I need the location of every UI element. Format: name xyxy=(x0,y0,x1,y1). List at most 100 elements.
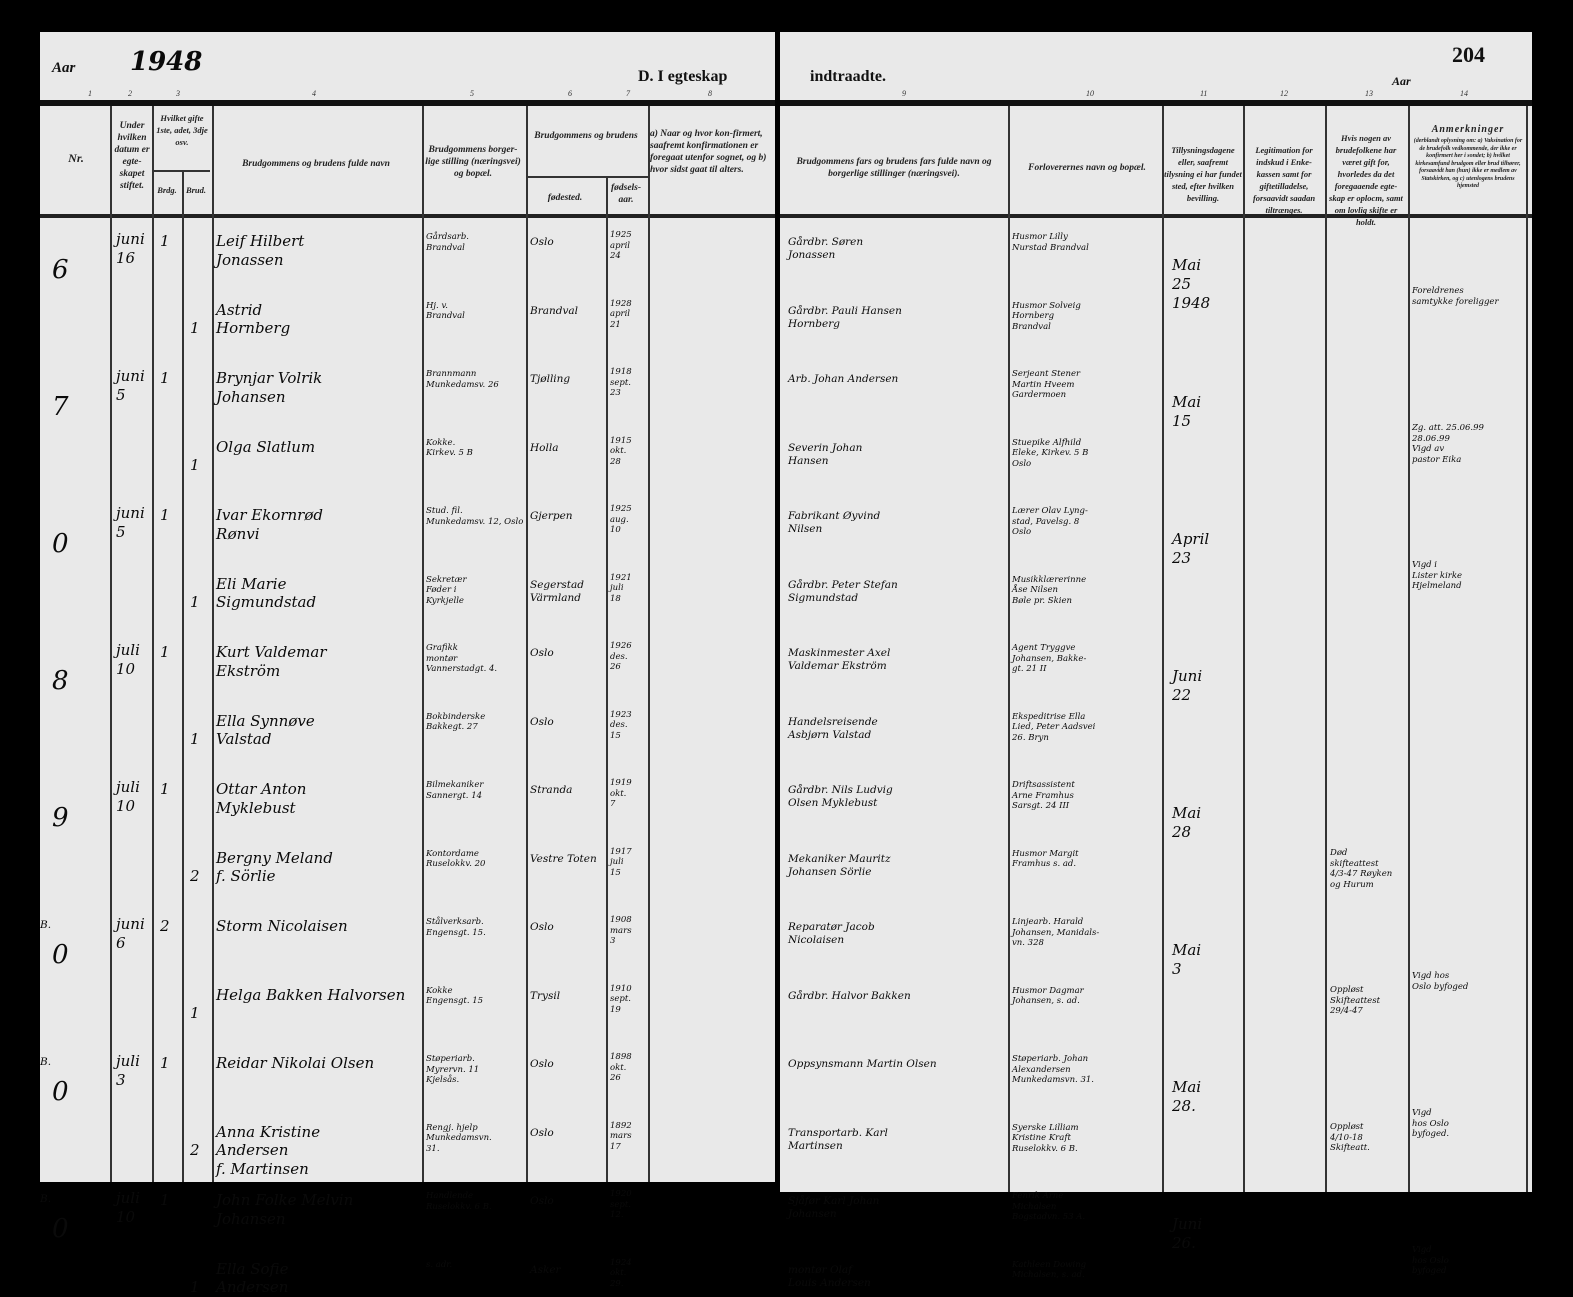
bride-marriage-count: 1 xyxy=(190,1278,200,1297)
groom-birth-date: 1898 okt. 26 xyxy=(610,1052,632,1084)
entry-number: 0 xyxy=(52,1076,69,1109)
previous-marriage: Oppløst Skifteattest 29/4-47 xyxy=(1330,985,1380,1017)
column-rule xyxy=(1526,106,1528,1192)
bride-witness: Husmor Solveig Hornberg Brandval xyxy=(1012,301,1081,333)
column-number: 5 xyxy=(470,89,474,98)
column-number: 3 xyxy=(176,89,180,98)
bride-birth-date: 1917 juli 15 xyxy=(610,847,632,879)
groom-occupation-residence: Grafikk montør Vannerstadgt. 4. xyxy=(426,643,497,675)
groom-marriage-count: 1 xyxy=(160,232,170,251)
header-rule xyxy=(526,176,648,178)
entry-number: 0 xyxy=(52,528,69,561)
groom-father: Gårdbr. Nils Ludvig Olsen Myklebust xyxy=(788,784,893,810)
banns-date: Mai 15 xyxy=(1172,393,1201,431)
groom-birthplace: Oslo xyxy=(530,1195,554,1208)
bride-witness: Husmor Margit Framhus s. ad. xyxy=(1012,849,1079,870)
column-number: 7 xyxy=(626,89,630,98)
column-number: 11 xyxy=(1200,89,1207,98)
bride-marriage-count: 1 xyxy=(190,593,200,612)
groom-marriage-count: 1 xyxy=(160,369,170,388)
previous-marriage: Oppløst 4/10-18 Skifteatt. xyxy=(1330,1122,1370,1154)
groom-marriage-count: 1 xyxy=(160,643,170,662)
entry-number: 8 xyxy=(52,665,69,698)
bride-marriage-count: 1 xyxy=(190,730,200,749)
groom-father: Sjåfør Karl Johan Johansen xyxy=(788,1195,879,1221)
remarks: Vigd hos Oslo byfoged xyxy=(1412,971,1468,992)
bride-name: Eli Marie Sigmundstad xyxy=(216,575,316,613)
bride-witness: Kathleen Dowing Michalsen, s. ad. xyxy=(1012,1260,1086,1281)
col-header-forlovere: Forloverernes navn og bopæl. xyxy=(1012,162,1162,174)
groom-witness: Linjearb. Harald Johansen, Manidals- vn.… xyxy=(1012,917,1099,949)
bride-father: Severin Johan Hansen xyxy=(788,442,862,468)
bride-occupation-residence: s. adr. xyxy=(426,1260,452,1271)
bride-marriage-count: 1 xyxy=(190,456,200,475)
entry-number: 6 xyxy=(52,254,69,287)
bride-father: montør Olaf Louis Andersen xyxy=(788,1264,871,1290)
bride-father: Mekaniker Mauritz Johansen Sörlie xyxy=(788,853,891,879)
entry-prefix: B. xyxy=(40,1193,51,1206)
groom-birthplace: Stranda xyxy=(530,784,572,797)
groom-birth-date: 1926 des. 26 xyxy=(610,641,632,673)
column-rule xyxy=(1408,106,1410,1192)
groom-marriage-count: 1 xyxy=(160,1054,170,1073)
banns-date: April 23 xyxy=(1172,530,1209,568)
bride-birthplace: Oslo xyxy=(530,716,554,729)
col-header-fodested: fødested. xyxy=(526,192,604,204)
col-header-anmerkninger: Anmerkninger xyxy=(1410,124,1526,136)
bride-occupation-residence: Kokke Engensgt. 15 xyxy=(426,986,483,1007)
bride-witness: Musikklærerinne Åse Nilsen Bøle pr. Skie… xyxy=(1012,575,1086,607)
bride-birthplace: Segerstad Värmland xyxy=(530,579,584,605)
groom-occupation-residence: Stud. fil. Munkedamsv. 12, Oslo xyxy=(426,506,523,527)
bride-father: Gårdbr. Peter Stefan Sigmundstad xyxy=(788,579,898,605)
aar-label-right: Aar xyxy=(1392,74,1411,89)
bride-birth-date: 1923 des. 15 xyxy=(610,710,632,742)
divider xyxy=(780,214,1532,218)
col-header-brud: Brud. xyxy=(182,184,210,196)
groom-witness: Driftsassistent Arne Framhus Sarsgt. 24 … xyxy=(1012,780,1075,812)
column-number: 8 xyxy=(708,89,712,98)
banns-date: Juni 26. xyxy=(1172,1215,1202,1253)
bride-name: Ella Synnøve Valstad xyxy=(216,712,315,750)
bride-marriage-count: 2 xyxy=(190,1141,200,1160)
groom-name: Ivar Ekornrød Rønvi xyxy=(216,506,323,544)
bride-occupation-residence: Bokbinderske Bakkegt. 27 xyxy=(426,712,485,733)
groom-occupation-residence: Gårdsarb. Brandval xyxy=(426,232,469,253)
bride-birthplace: Trysil xyxy=(530,990,560,1003)
year: 1948 xyxy=(130,46,202,79)
bride-occupation-residence: Kontordame Ruselokkv. 20 xyxy=(426,849,485,870)
bride-birth-date: 1915 okt. 28 xyxy=(610,436,632,468)
groom-name: Kurt Valdemar Ekström xyxy=(216,643,327,681)
column-number: 10 xyxy=(1086,89,1094,98)
bride-occupation-residence: Kokke. Kirkev. 5 B xyxy=(426,438,473,459)
banns-date: Juni 22 xyxy=(1172,667,1202,705)
groom-name: John Folke Melvin Johansen xyxy=(216,1191,353,1229)
bride-witness: Husmor Dagmar Johansen, s. ad. xyxy=(1012,986,1084,1007)
col-header-brdg: Brdg. xyxy=(152,184,182,196)
bride-birth-date: 1910 sept. 19 xyxy=(610,984,632,1016)
groom-birthplace: Oslo xyxy=(530,1058,554,1071)
marriage-date: juli 10 xyxy=(116,778,140,816)
column-number: 14 xyxy=(1460,89,1468,98)
bride-birthplace: Brandval xyxy=(530,305,578,318)
header-rule xyxy=(152,170,210,172)
col-header-tillysning: Tillysningsdagene eller, saafremt tilysn… xyxy=(1164,144,1242,204)
bride-name: Ella Sofie Andersen xyxy=(216,1260,288,1297)
groom-name: Brynjar Volrik Johansen xyxy=(216,369,322,407)
groom-occupation-residence: Støperiarb. Myrervn. 11 Kjelsås. xyxy=(426,1054,479,1086)
banns-date: Mai 28 xyxy=(1172,804,1201,842)
bride-birthplace: Oslo xyxy=(530,1127,554,1140)
col-header-name: Brudgommens og brudens fulde navn xyxy=(212,158,420,170)
groom-name: Reidar Nikolai Olsen xyxy=(216,1054,374,1073)
groom-birthplace: Gjerpen xyxy=(530,510,573,523)
groom-birth-date: 1925 april 24 xyxy=(610,230,632,262)
groom-witness: Agent Tryggve Johansen, Bakke- gt. 21 II xyxy=(1012,643,1086,675)
register-title-right: indtraadte. xyxy=(810,68,886,86)
column-rule xyxy=(152,106,154,1182)
groom-name: Leif Hilbert Jonassen xyxy=(216,232,304,270)
entry-prefix: B. xyxy=(40,919,51,932)
groom-marriage-count: 1 xyxy=(160,506,170,525)
bride-name: Helga Bakken Halvorsen xyxy=(216,986,405,1005)
divider xyxy=(40,100,775,106)
bride-name: Astrid Hornberg xyxy=(216,301,290,339)
left-page: Aar 1948 D. I egteskap Nr. Under hvilken… xyxy=(40,32,775,1182)
